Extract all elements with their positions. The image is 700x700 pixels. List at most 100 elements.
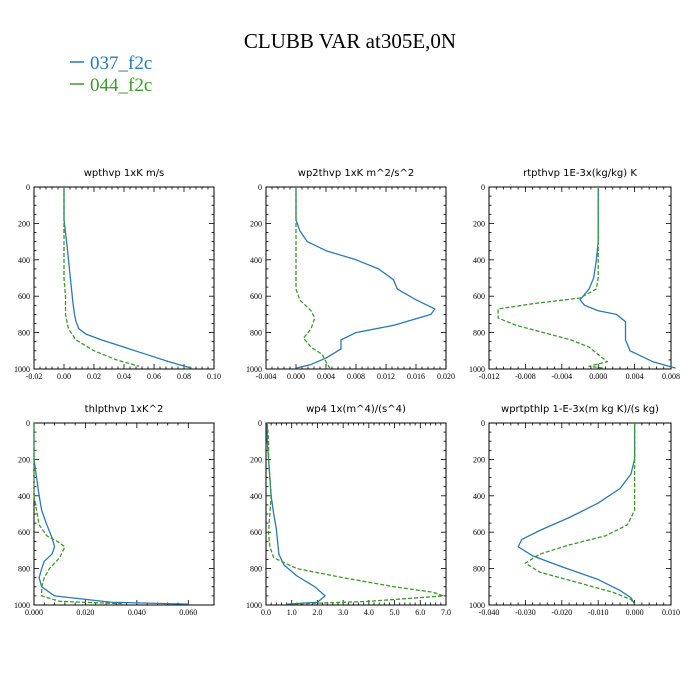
y-tick-label: 800 (250, 329, 262, 338)
panel-4: thlpthvp 1xK^2 0.000 0.020 0.040 0.060 0 200 40… (14, 404, 215, 617)
x-tick-label: -0.030 (515, 608, 536, 617)
y-tick-label: 200 (473, 455, 485, 464)
x-tick-label: 0.10 (207, 372, 221, 381)
series-line-044_f2c (295, 187, 331, 369)
y-tick-label: 0 (258, 419, 262, 428)
series-line-037_f2c (33, 423, 189, 605)
y-tick-label: 1000 (14, 601, 30, 610)
panel-1: wpthvp 1xK m/s -0.02 0.00 0.02 0.04 0.06 0.08 0… (14, 168, 221, 381)
x-tick-label: -0.040 (479, 608, 500, 617)
series-line-044_f2c (524, 423, 636, 605)
panel-3: rtpthvp 1E-3x(kg/kg) K -0.012 -0.008 -0.004… (469, 168, 680, 381)
panel-title: wp2thvp 1xK m^2/s^2 (298, 168, 414, 179)
y-tick-label: 600 (473, 528, 485, 537)
plot-frame (33, 186, 215, 370)
x-tick-label: -0.012 (479, 372, 500, 381)
x-tick-label: 0.000 (287, 372, 305, 381)
y-tick-label: 200 (18, 219, 30, 228)
x-tick-label: 3.0 (338, 608, 348, 617)
y-tick-label: 200 (250, 455, 262, 464)
panels-grid: wpthvp 1xK m/s-0.02 0.00 0.02 0.04 0.06 0.08 0… (14, 168, 680, 617)
y-tick-label: 1000 (14, 365, 30, 374)
x-tick-label: 7.0 (441, 608, 451, 617)
x-tick-label: 0.0 (261, 608, 271, 617)
y-tick-label: 400 (473, 492, 485, 501)
legend-item-2: 044_f2c (70, 75, 152, 96)
legend-label-1: 037_f2c (90, 53, 152, 74)
plot-frame (488, 422, 672, 606)
y-tick-label: 600 (250, 528, 262, 537)
y-tick-label: 800 (473, 329, 485, 338)
x-tick-label: 0.04 (117, 372, 131, 381)
panel-title: wprtpthlp 1-E-3x(m kg K)/(s kg) (501, 404, 659, 415)
legend: 037_f2c 044_f2c (70, 53, 152, 96)
panel-title: thlpthvp 1xK^2 (85, 404, 164, 415)
x-tick-label: 0.020 (437, 372, 455, 381)
panel-title: wp4 1x(m^4)/(s^4) (306, 404, 406, 415)
x-tick-label: 0.004 (626, 372, 644, 381)
x-tick-label: -0.010 (588, 608, 609, 617)
plot-frame (488, 186, 672, 370)
y-tick-label: 800 (473, 565, 485, 574)
x-tick-label: -0.020 (551, 608, 572, 617)
series-line-037_f2c (295, 187, 436, 369)
series-line-044_f2c (33, 423, 125, 605)
x-tick-label: 0.00 (57, 372, 71, 381)
x-tick-label: 0.000 (25, 608, 43, 617)
y-tick-label: 400 (250, 256, 262, 265)
x-tick-label: -0.004 (256, 372, 277, 381)
x-tick-label: -0.008 (515, 372, 536, 381)
x-tick-label: -0.004 (551, 372, 572, 381)
x-tick-label: -0.02 (26, 372, 43, 381)
legend-label-2: 044_f2c (90, 75, 152, 96)
y-tick-label: 0 (481, 419, 485, 428)
y-tick-label: 600 (18, 528, 30, 537)
y-tick-label: 0 (481, 183, 485, 192)
series-line-037_f2c (63, 187, 192, 369)
y-tick-label: 400 (18, 492, 30, 501)
x-tick-label: 0.040 (128, 608, 146, 617)
series-line-044_f2c (497, 187, 608, 369)
x-tick-label: 0.004 (317, 372, 335, 381)
x-tick-label: 0.06 (147, 372, 161, 381)
x-tick-label: 1.0 (287, 608, 297, 617)
series-line-044_f2c (63, 187, 140, 367)
x-tick-label: 0.010 (662, 608, 680, 617)
x-tick-label: 0.08 (177, 372, 191, 381)
y-tick-label: 0 (258, 183, 262, 192)
series-line-044_f2c (266, 422, 445, 605)
x-tick-label: 0.000 (626, 608, 644, 617)
y-tick-label: 600 (250, 292, 262, 301)
x-tick-label: 5.0 (390, 608, 400, 617)
series-line-037_f2c (266, 423, 326, 605)
y-tick-label: 800 (250, 565, 262, 574)
panel-2: wp2thvp 1xK m^2/s^2 -0.004 0.000 0.004 0.008… (246, 168, 455, 381)
y-tick-label: 1000 (469, 601, 485, 610)
x-tick-label: 2.0 (312, 608, 322, 617)
x-tick-label: 0.020 (76, 608, 94, 617)
x-tick-label: 0.000 (589, 372, 607, 381)
x-tick-label: 0.02 (87, 372, 101, 381)
plot-frame (33, 422, 215, 606)
panel-6: wprtpthlp 1-E-3x(m kg K)/(s kg) -0.040 -0.… (469, 404, 680, 617)
plot-frame (265, 186, 447, 370)
figure-title: CLUBB VAR at305E,0N (244, 29, 456, 53)
y-tick-label: 200 (18, 455, 30, 464)
y-tick-label: 800 (18, 565, 30, 574)
y-tick-label: 1000 (469, 365, 485, 374)
panel-title: rtpthvp 1E-3x(kg/kg) K (523, 168, 637, 179)
y-tick-label: 600 (473, 292, 485, 301)
y-tick-label: 200 (473, 219, 485, 228)
x-tick-label: 0.016 (407, 372, 425, 381)
panel-5: wp4 1x(m^4)/(s^4) 0.0 1.0 2.0 3.0 4.0 5.0 6.0 7.… (246, 404, 451, 617)
x-tick-label: 0.060 (179, 608, 197, 617)
y-tick-label: 1000 (246, 365, 262, 374)
y-tick-label: 800 (18, 329, 30, 338)
plot-frame (265, 422, 447, 606)
y-tick-label: 0 (26, 419, 30, 428)
series-line-037_f2c (579, 187, 676, 369)
y-tick-label: 400 (18, 256, 30, 265)
x-tick-label: 0.008 (347, 372, 365, 381)
y-tick-label: 400 (473, 256, 485, 265)
y-tick-label: 0 (26, 183, 30, 192)
